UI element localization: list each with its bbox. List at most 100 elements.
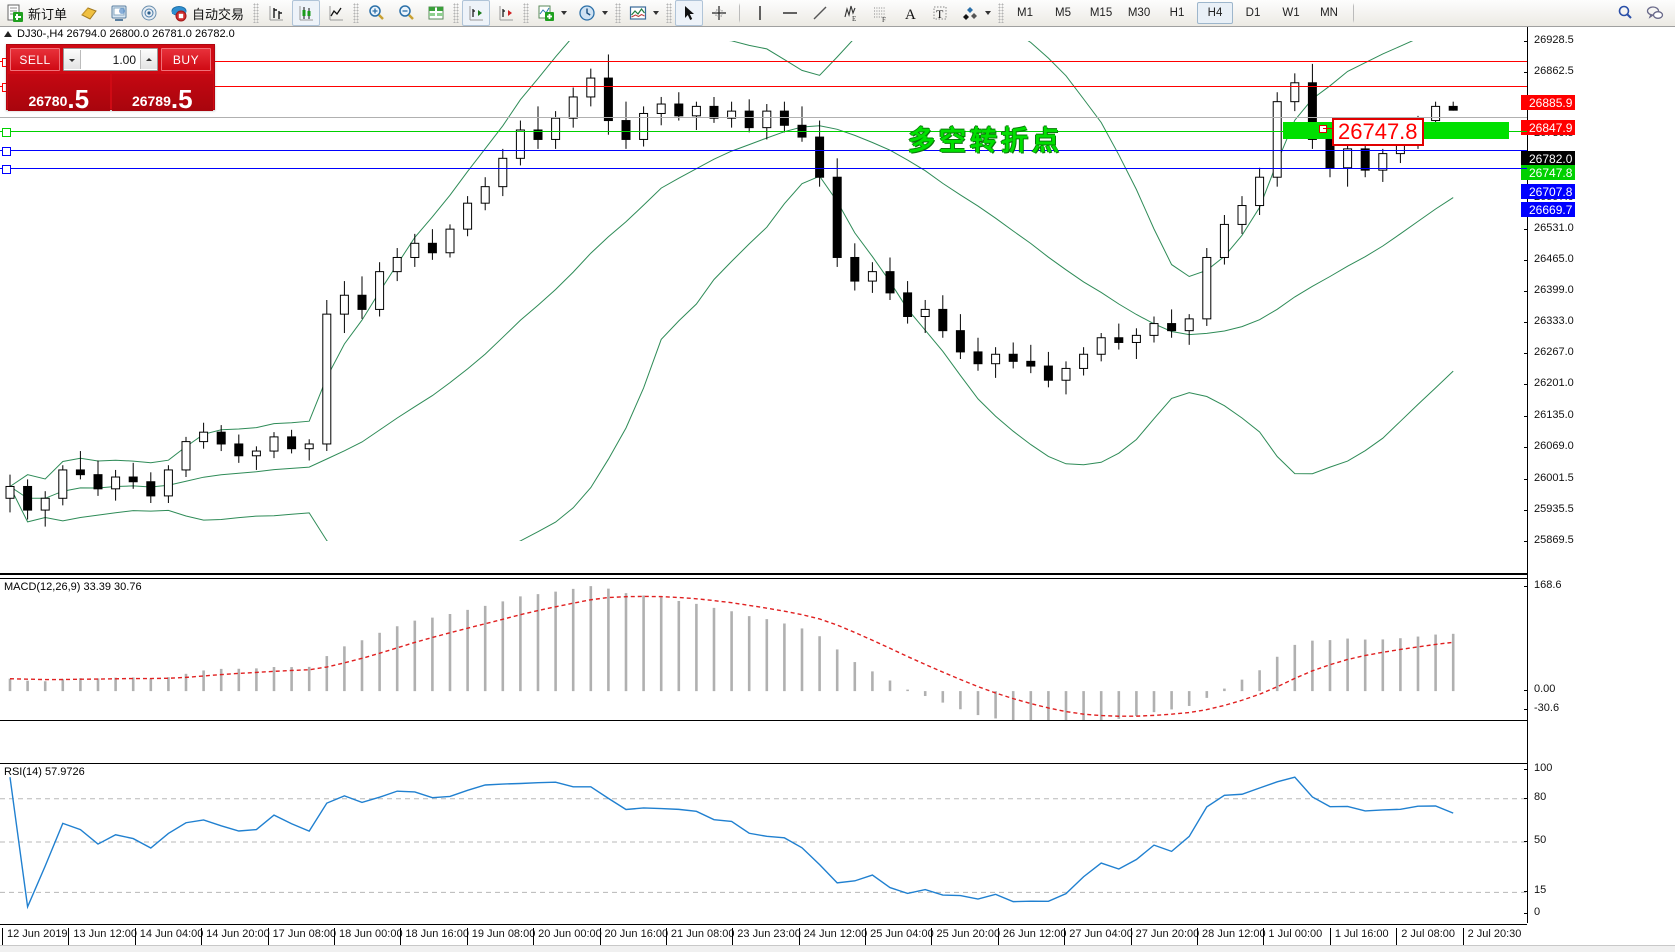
rsi-pane[interactable]: RSI(14) 57.9726 xyxy=(0,763,1527,925)
price-level-handle-26747.8[interactable] xyxy=(2,128,11,137)
search-button[interactable] xyxy=(1611,0,1639,26)
periods-icon xyxy=(577,3,597,23)
price-level-label-26669.7[interactable]: 26669.7 xyxy=(1521,202,1576,217)
crosshair-button[interactable] xyxy=(705,0,733,26)
price-level-line-26847.9[interactable] xyxy=(0,86,1527,87)
search-icon xyxy=(1615,3,1635,23)
svg-text:A: A xyxy=(905,7,916,23)
chart-expand-icon[interactable] xyxy=(4,31,12,37)
chevron-down-icon-4[interactable] xyxy=(985,11,992,15)
data-window-icon xyxy=(426,3,446,23)
rsi-label: RSI(14) 57.9726 xyxy=(4,766,85,778)
chevron-down-icon-3[interactable] xyxy=(653,11,660,15)
templates-icon xyxy=(628,3,648,23)
text-label-button[interactable]: T xyxy=(926,0,954,26)
one-click-trading-panel[interactable]: SELL 1.00 BUY 26780 .5 26789 .5 xyxy=(6,44,215,112)
zoom-out-button[interactable] xyxy=(392,0,420,26)
periods-button[interactable] xyxy=(573,0,612,26)
chart-shift-button[interactable] xyxy=(462,0,491,26)
price-level-line-26707.8[interactable] xyxy=(0,150,1527,151)
price-tick: 26465.0 xyxy=(1524,253,1574,265)
timeframe-m1[interactable]: M1 xyxy=(1017,7,1034,19)
templates-button[interactable] xyxy=(624,0,663,26)
metaeditor-button[interactable] xyxy=(75,0,103,26)
terminal-button[interactable] xyxy=(105,0,133,26)
cursor-icon xyxy=(679,3,699,23)
price-level-line-26782.0[interactable] xyxy=(0,117,1527,118)
timeframe-h4[interactable]: H4 xyxy=(1197,2,1234,24)
candlestick-chart-button[interactable] xyxy=(292,0,321,26)
volume-increase-icon[interactable] xyxy=(140,50,157,69)
timeframe-w1[interactable]: W1 xyxy=(1282,7,1300,19)
cursor-button[interactable] xyxy=(675,0,704,26)
price-level-line-26669.7[interactable] xyxy=(0,168,1527,169)
timeframe-m15[interactable]: M15 xyxy=(1089,7,1113,19)
timeframe-m5[interactable]: M5 xyxy=(1055,7,1072,19)
volume-stepper[interactable]: 1.00 xyxy=(63,48,158,71)
volume-decrease-icon[interactable] xyxy=(64,50,81,69)
auto-scroll-button[interactable] xyxy=(492,0,520,26)
price-level-label-26885.9[interactable]: 26885.9 xyxy=(1521,95,1576,110)
autotrade-button[interactable]: 自动交易 xyxy=(165,0,250,26)
time-tick-label: 20 Jun 00:00 xyxy=(533,928,602,947)
time-tick-label: 13 Jun 12:00 xyxy=(68,928,137,947)
svg-text:E: E xyxy=(852,15,856,23)
price-level-line-26747.8[interactable] xyxy=(0,131,1527,132)
toolbar-separator-2 xyxy=(353,3,360,23)
price-tick: 26862.5 xyxy=(1524,65,1574,77)
indicators-button[interactable] xyxy=(532,0,571,26)
autotrade-label: 自动交易 xyxy=(192,6,245,22)
line-chart-icon xyxy=(326,3,346,23)
rsi-tick: 50 xyxy=(1523,834,1547,846)
price-axis[interactable]: 26928.526862.526796.526730.526664.526597… xyxy=(1521,27,1675,923)
timeframe-h1[interactable]: H1 xyxy=(1169,7,1185,19)
horizontal-line-button[interactable] xyxy=(776,0,804,26)
datawindow-button[interactable] xyxy=(135,0,163,26)
shapes-button[interactable] xyxy=(956,0,995,26)
price-level-label-26747.8[interactable]: 26747.8 xyxy=(1521,165,1576,180)
new-order-button[interactable]: 新订单 xyxy=(1,0,73,26)
chevron-down-icon[interactable] xyxy=(561,11,568,15)
time-tick-label: 27 Jun 20:00 xyxy=(1130,928,1199,947)
vertical-line-button[interactable] xyxy=(746,0,774,26)
macd-tick-label: 0.00 xyxy=(1534,683,1556,696)
zoom-in-button[interactable] xyxy=(362,0,390,26)
volume-value[interactable]: 1.00 xyxy=(112,52,136,67)
text-button[interactable]: A xyxy=(896,0,924,26)
chevron-down-icon-2[interactable] xyxy=(602,11,609,15)
fibonacci-button[interactable]: F xyxy=(866,0,894,26)
elliott-wave-button[interactable]: E xyxy=(836,0,864,26)
line-chart-button[interactable] xyxy=(322,0,350,26)
timeframe-m30[interactable]: M30 xyxy=(1127,7,1151,19)
pane-divider-1[interactable] xyxy=(0,573,1527,575)
bar-chart-button[interactable] xyxy=(262,0,290,26)
price-callout[interactable]: 26747.8 xyxy=(1319,118,1424,146)
toolbar-separator-7 xyxy=(739,3,741,23)
chat-button[interactable] xyxy=(1641,0,1669,26)
timeframe-mn[interactable]: MN xyxy=(1320,7,1338,19)
toolbar-separator-6 xyxy=(666,3,673,23)
rsi-tick-label: 50 xyxy=(1534,834,1547,846)
data-window-button[interactable] xyxy=(422,0,450,26)
toolbar-separator-8 xyxy=(998,3,1005,23)
price-level-label-26847.9[interactable]: 26847.9 xyxy=(1521,120,1576,135)
price-level-handle-26707.8[interactable] xyxy=(2,147,11,156)
price-chart-pane[interactable] xyxy=(0,41,1527,541)
trendline-button[interactable] xyxy=(806,0,834,26)
time-tick-label: 18 Jun 00:00 xyxy=(333,928,403,947)
buy-price[interactable]: 26789 .5 xyxy=(111,74,213,112)
sell-price[interactable]: 26780 .5 xyxy=(8,74,110,112)
macd-pane[interactable]: MACD(12,26,9) 33.39 30.76 xyxy=(0,578,1527,721)
price-level-label-26707.8[interactable]: 26707.8 xyxy=(1521,184,1576,199)
price-level-label-26782.0[interactable]: 26782.0 xyxy=(1521,151,1576,166)
price-tick-label: 26333.0 xyxy=(1534,315,1574,328)
autotrade-icon xyxy=(169,3,189,23)
annotation-text[interactable]: 多空转折点 xyxy=(908,126,1063,156)
time-tick-label: 25 Jun 04:00 xyxy=(865,928,934,947)
sell-button[interactable]: SELL xyxy=(10,48,60,71)
callout-anchor-handle[interactable] xyxy=(1319,125,1327,133)
price-level-line-26885.9[interactable] xyxy=(0,61,1527,62)
buy-button[interactable]: BUY xyxy=(161,48,211,71)
timeframe-d1[interactable]: D1 xyxy=(1245,7,1261,19)
price-level-handle-26669.7[interactable] xyxy=(2,165,11,174)
